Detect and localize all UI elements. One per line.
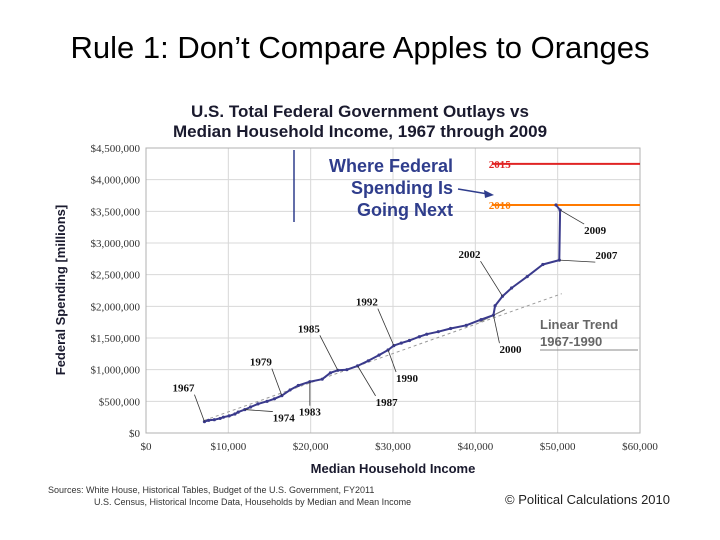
annotation-leader-2007	[559, 259, 596, 263]
annotation-2002: 2002	[459, 249, 482, 261]
y-tick-label: $2,000,000	[91, 301, 141, 313]
data-point	[320, 377, 324, 381]
data-point	[464, 323, 468, 327]
data-point	[265, 399, 269, 403]
chart-background	[50, 95, 680, 515]
data-point	[288, 388, 292, 392]
data-point	[541, 262, 545, 267]
data-point	[212, 418, 216, 422]
annotation-2009: 2009	[584, 225, 607, 237]
annotation-leader-2000	[493, 315, 500, 344]
annotation-leader-2009	[559, 209, 585, 225]
x-tick-label: $10,000	[210, 441, 246, 453]
data-point	[248, 405, 253, 409]
annotation-leader-1985	[319, 335, 339, 371]
y-tick-label: $3,000,000	[91, 238, 141, 250]
data-point	[425, 332, 429, 336]
data-point	[233, 412, 237, 416]
callout-line1: Where Federal	[329, 156, 453, 176]
callout-line3: Going Next	[357, 200, 453, 220]
reference-lines: 2015 2010	[489, 159, 640, 212]
data-point	[221, 415, 225, 419]
x-tick-label: $40,000	[457, 441, 493, 453]
x-tick-label: $0	[141, 441, 153, 453]
reference-label-2010: 2010	[489, 200, 512, 212]
x-tick-label: $50,000	[540, 441, 576, 453]
linear-trend-label-line1: Linear Trend	[540, 317, 618, 332]
x-tick-label: $60,000	[622, 441, 658, 453]
annotation-leader-1990	[387, 349, 397, 373]
data-point	[509, 286, 514, 290]
callout: Where Federal Spending Is Going Next	[293, 150, 494, 222]
annotation-1987: 1987	[376, 397, 399, 409]
grid	[145, 147, 641, 434]
annotation-1992: 1992	[356, 297, 379, 309]
y-tick-label: $4,500,000	[91, 143, 141, 155]
chart-title-line1: U.S. Total Federal Government Outlays vs	[191, 102, 529, 121]
data-point	[366, 359, 370, 363]
source-line1: Sources: White House, Historical Tables,…	[48, 485, 374, 495]
linear-trend: Linear Trend 1967-1990	[204, 293, 638, 421]
axis-ticks: $0 $500,000 $1,000,000 $1,500,000 $2,000,000…	[91, 143, 659, 453]
data-point	[525, 274, 529, 279]
x-axis-label: Median Household Income	[311, 461, 476, 476]
data-point	[206, 418, 211, 422]
chart-title-line2: Median Household Income, 1967 through 20…	[173, 122, 547, 141]
y-tick-label: $3,500,000	[91, 206, 141, 218]
annotation-leader-1974	[244, 409, 273, 412]
reference-label-2015: 2015	[489, 159, 512, 171]
annotation-2000: 2000	[499, 344, 522, 356]
data-point	[243, 407, 247, 412]
annotation-leader-1987	[357, 365, 376, 397]
data-point	[272, 397, 277, 401]
data-point	[417, 335, 421, 339]
plot-border	[145, 147, 641, 434]
y-axis-label: Federal Spending [millions]	[53, 205, 68, 375]
annotation-leader-2002	[480, 260, 503, 297]
annotation-leader-1967	[194, 394, 205, 422]
data-point	[227, 414, 231, 418]
data-point	[256, 402, 260, 406]
data-point	[218, 416, 222, 421]
annotations: 1967 1974 1979 1983 1985 1987 1990 1992 2000 2002…	[172, 209, 618, 425]
data-point	[436, 330, 440, 334]
annotation-2007: 2007	[595, 250, 618, 262]
data-point	[479, 318, 483, 322]
x-tick-label: $20,000	[293, 441, 329, 453]
data-point	[296, 383, 300, 388]
annotation-1967: 1967	[172, 383, 195, 395]
data-point	[345, 368, 349, 372]
data-point	[493, 304, 497, 308]
y-tick-label: $1,000,000	[91, 365, 141, 377]
annotation-1985: 1985	[298, 323, 321, 335]
y-tick-label: $2,500,000	[91, 270, 141, 282]
annotation-1990: 1990	[396, 373, 419, 385]
callout-line2: Spending Is	[351, 178, 453, 198]
x-tick-label: $30,000	[375, 441, 411, 453]
callout-arrow-head	[484, 190, 494, 198]
annotation-leader-1979	[271, 368, 283, 396]
copyright: © Political Calculations 2010	[505, 492, 670, 507]
source-line2: U.S. Census, Historical Income Data, Hou…	[94, 497, 411, 507]
data-point	[236, 410, 240, 414]
linear-trend-label-line2: 1967-1990	[540, 334, 602, 349]
data-point	[399, 341, 403, 345]
slide-title: Rule 1: Don’t Compare Apples to Oranges	[70, 30, 650, 65]
annotation-1974: 1974	[273, 413, 296, 425]
callout-arrow-shaft	[457, 188, 489, 195]
data-point	[407, 338, 412, 343]
y-tick-label: $4,000,000	[91, 175, 141, 187]
data-point	[377, 353, 381, 357]
y-tick-label: $500,000	[99, 396, 141, 408]
annotation-leader-1992	[377, 308, 395, 346]
annotation-1983: 1983	[299, 407, 322, 419]
data-point	[449, 326, 453, 331]
y-tick-label: $1,500,000	[91, 333, 141, 345]
y-tick-label: $0	[129, 428, 141, 440]
data-point	[554, 203, 558, 207]
annotation-1979: 1979	[250, 357, 273, 369]
data-point	[328, 371, 333, 375]
